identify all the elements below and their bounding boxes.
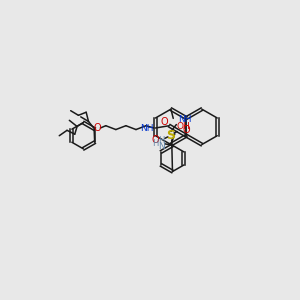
Text: H: H: [158, 136, 165, 145]
Text: O: O: [152, 135, 159, 145]
Text: N: N: [158, 142, 165, 152]
Text: O: O: [93, 123, 101, 133]
Text: NH: NH: [140, 124, 154, 133]
Text: O: O: [183, 125, 190, 135]
Text: OH: OH: [176, 122, 190, 131]
Text: H: H: [152, 139, 159, 148]
Text: S: S: [167, 129, 176, 142]
Text: NH: NH: [178, 116, 191, 124]
Text: O: O: [161, 117, 169, 127]
